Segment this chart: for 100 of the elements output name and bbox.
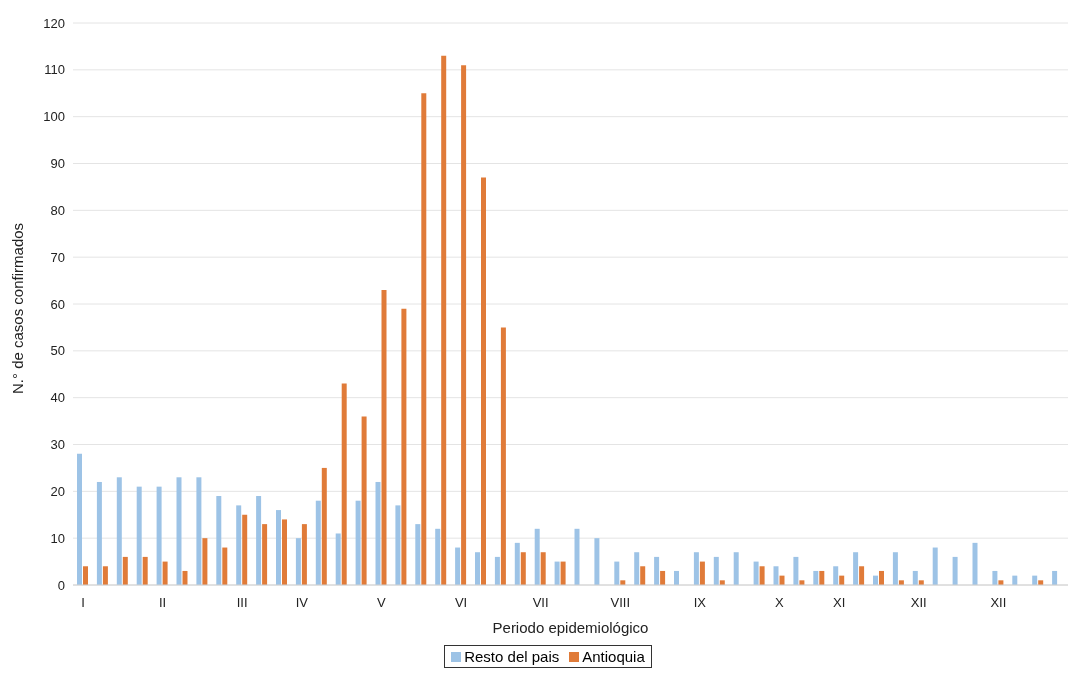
x-tick-label: VII — [532, 595, 549, 610]
bar — [202, 538, 208, 585]
y-tick-label: 60 — [50, 296, 65, 312]
y-tick-label: 0 — [57, 577, 65, 593]
bar — [674, 570, 679, 585]
y-tick-label: 120 — [43, 15, 65, 31]
bar — [494, 556, 500, 585]
bar — [256, 496, 262, 585]
legend-label: Antioquia — [581, 648, 645, 665]
bar — [733, 552, 739, 585]
x-tick-label: XII — [910, 595, 927, 610]
bar — [534, 528, 540, 585]
bar — [1052, 570, 1058, 585]
bar — [540, 552, 546, 585]
bar — [236, 505, 242, 585]
bar — [441, 55, 447, 585]
y-tick-label: 80 — [50, 202, 65, 218]
bar — [156, 486, 162, 585]
bar — [614, 561, 620, 585]
bar — [321, 467, 327, 585]
y-tick-label: 30 — [50, 437, 65, 453]
bar — [136, 486, 142, 585]
bar — [341, 383, 347, 585]
legend-label: Resto del pais — [463, 648, 560, 665]
y-tick-label: 100 — [43, 109, 65, 125]
bar — [96, 481, 102, 585]
y-tick-label: 70 — [50, 249, 65, 265]
bar — [660, 570, 666, 585]
x-tick-label: IX — [693, 595, 707, 610]
bar — [813, 570, 819, 585]
bar — [282, 519, 287, 585]
y-tick-label: 40 — [50, 390, 65, 406]
y-tick-label: 50 — [50, 343, 65, 359]
bar — [819, 570, 825, 585]
y-tick-label: 20 — [50, 483, 65, 499]
bar — [972, 542, 978, 585]
bar — [142, 556, 148, 585]
bar — [375, 481, 381, 585]
bar — [355, 500, 361, 585]
bar — [335, 533, 341, 585]
bar — [216, 496, 222, 585]
bar — [421, 93, 427, 585]
bar — [879, 570, 884, 585]
y-tick-label: 10 — [50, 530, 65, 546]
bar — [455, 547, 461, 585]
bar — [932, 547, 938, 585]
bar — [574, 528, 580, 585]
bar — [301, 524, 307, 585]
bar — [122, 556, 128, 585]
bar — [182, 570, 188, 585]
bar — [859, 566, 865, 585]
bar — [381, 289, 387, 585]
y-tick-label: 110 — [44, 62, 65, 78]
bar — [753, 561, 759, 585]
bar — [415, 524, 421, 585]
bar — [654, 556, 660, 585]
bar — [83, 566, 88, 585]
bar — [222, 547, 228, 585]
bar — [560, 561, 566, 585]
bar — [713, 556, 719, 585]
bar — [475, 552, 480, 585]
bar — [892, 552, 898, 585]
bar — [116, 477, 122, 585]
bar — [520, 552, 526, 585]
bar — [853, 552, 859, 585]
bar — [912, 570, 918, 585]
bar — [276, 510, 281, 585]
bar — [102, 566, 108, 585]
x-tick-label: V — [377, 595, 387, 610]
bar — [435, 528, 441, 585]
bar — [554, 561, 560, 585]
x-tick-label: III — [236, 595, 248, 610]
x-tick-label: II — [158, 595, 167, 610]
bar — [693, 552, 699, 585]
bar — [773, 566, 779, 585]
bar — [514, 542, 520, 585]
bar — [759, 566, 765, 585]
bar — [196, 477, 202, 585]
x-tick-label: VIII — [610, 595, 631, 610]
bar — [162, 561, 168, 585]
x-tick-label: IV — [295, 595, 309, 610]
bar — [833, 566, 839, 585]
x-tick-label: X — [775, 595, 785, 610]
bar — [481, 177, 486, 585]
bar — [315, 500, 321, 585]
bar — [992, 570, 998, 585]
y-tick-label: 90 — [50, 156, 65, 172]
bar — [295, 538, 301, 585]
x-tick-label: I — [81, 595, 85, 610]
bar — [262, 524, 268, 585]
bar — [176, 477, 182, 585]
x-axis-title: Periodo epidemiológico — [492, 619, 649, 636]
x-tick-label: XI — [833, 595, 846, 610]
bar — [699, 561, 705, 585]
x-tick-label: XII — [990, 595, 1007, 610]
bar — [401, 308, 407, 585]
bar — [640, 566, 646, 585]
bar — [242, 514, 248, 585]
bar — [500, 327, 506, 585]
bar — [793, 556, 799, 585]
